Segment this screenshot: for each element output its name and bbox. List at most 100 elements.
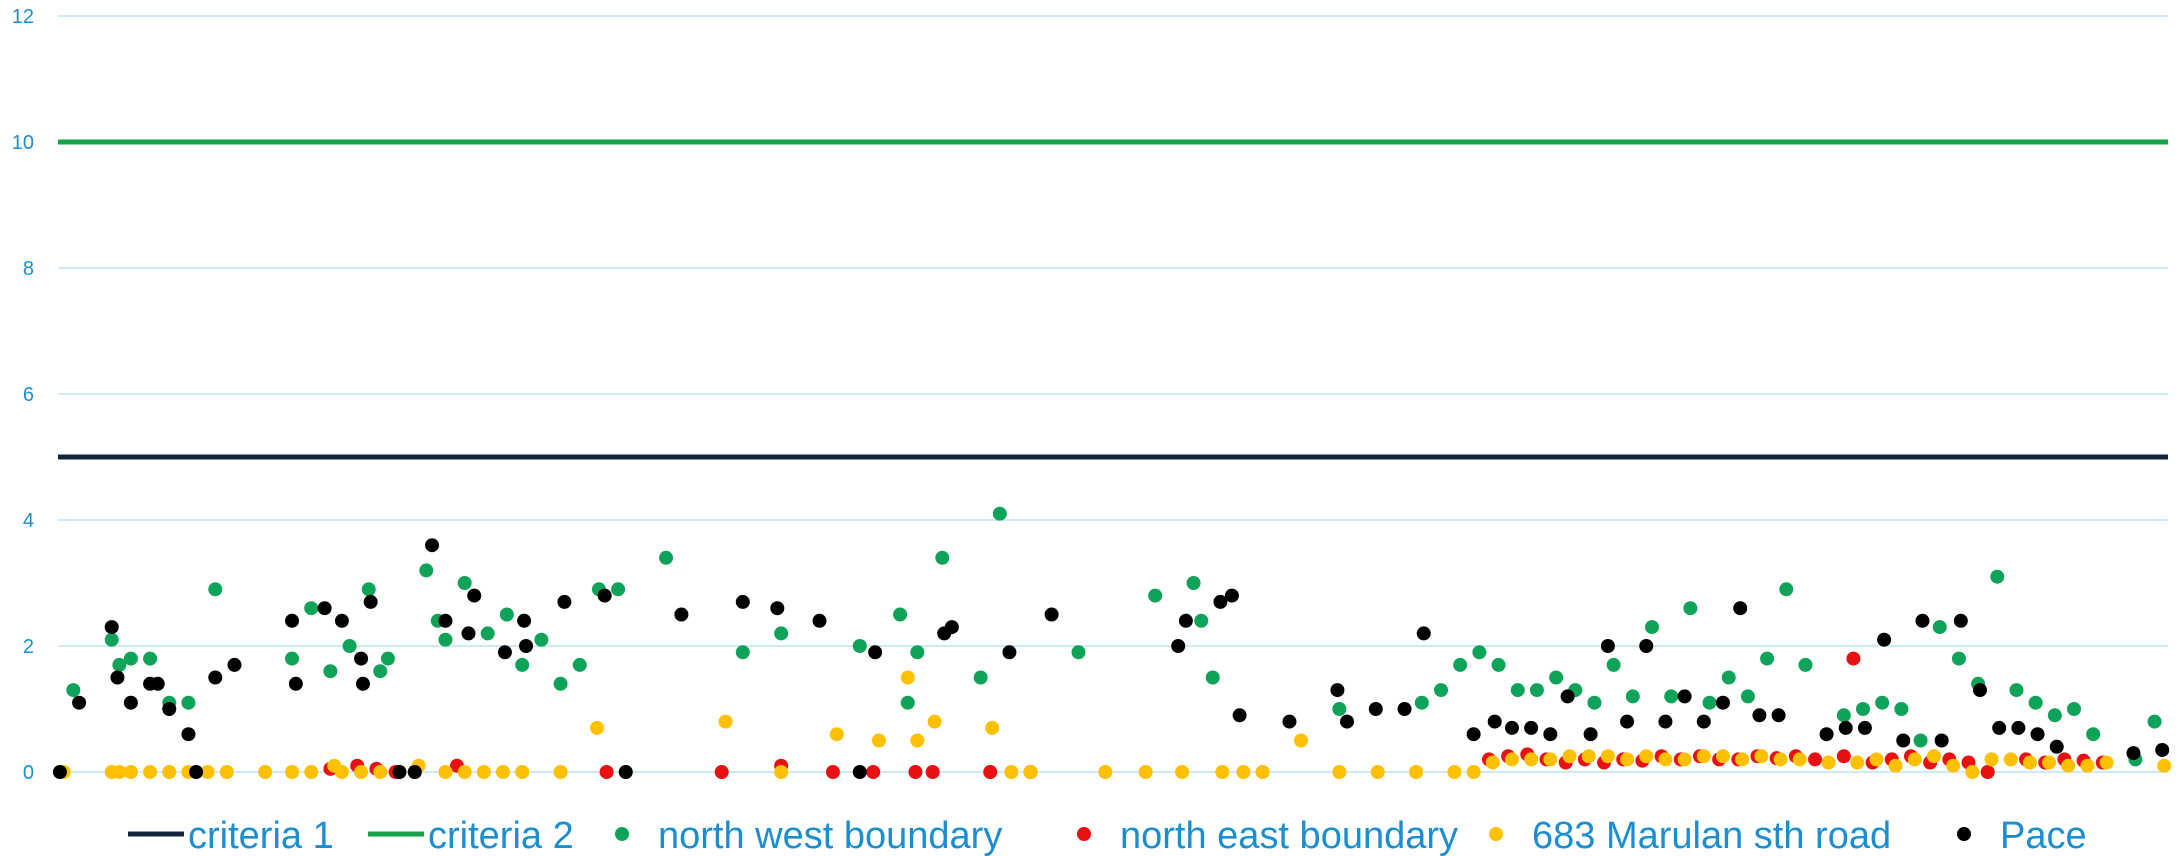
683-marulan-sth-road-point — [1792, 752, 1807, 767]
pace-point — [1044, 607, 1059, 622]
north-west-boundary-point — [659, 550, 674, 565]
north-west-boundary-point — [123, 651, 138, 666]
pace-point — [618, 765, 633, 779]
683-marulan-sth-road-point — [829, 727, 844, 742]
683-marulan-sth-road-point — [1293, 733, 1308, 748]
pace-point — [2011, 720, 2026, 735]
683-marulan-sth-road-point — [1907, 752, 1922, 767]
legend-item-criteria-1: criteria 1 — [128, 815, 334, 856]
pace-point — [1771, 708, 1786, 723]
legend-label: criteria 1 — [188, 815, 334, 856]
683-marulan-sth-road-point — [1004, 765, 1019, 779]
north-west-boundary-point — [2067, 702, 2082, 716]
north-west-boundary-point — [1990, 569, 2005, 584]
683-marulan-sth-road-point — [1409, 765, 1424, 779]
683-marulan-sth-road-point — [1620, 752, 1635, 767]
north-east-boundary-point — [925, 765, 940, 779]
683-marulan-sth-road-point — [1965, 765, 1980, 779]
pace-point — [1224, 588, 1239, 603]
pace-point — [110, 670, 125, 685]
north-west-boundary-point — [1836, 708, 1851, 723]
pace-point — [519, 639, 534, 653]
north-west-boundary-point — [1434, 683, 1449, 698]
north-east-boundary-point — [825, 765, 840, 779]
legend-marker-swatch — [615, 827, 629, 841]
pace-point — [363, 594, 378, 609]
683-marulan-sth-road-point — [200, 765, 215, 779]
north-west-boundary-point — [1798, 657, 1813, 672]
pace-point — [354, 651, 369, 666]
pace-point — [1857, 720, 1872, 735]
north-west-boundary-point — [2086, 727, 2101, 742]
north-east-boundary-point — [908, 765, 923, 779]
y-tick-label: 10 — [12, 132, 34, 154]
683-marulan-sth-road-point — [1773, 752, 1788, 767]
legend-label: 683 Marulan sth road — [1532, 815, 1891, 856]
north-west-boundary-point — [480, 626, 495, 641]
pace-point — [123, 695, 138, 710]
north-west-boundary-point — [1951, 651, 1966, 666]
y-tick-label: 6 — [23, 384, 34, 406]
pace-point — [181, 727, 196, 742]
683-marulan-sth-road-point — [1658, 752, 1673, 767]
north-west-boundary-point — [2147, 714, 2162, 729]
683-marulan-sth-road-point — [927, 714, 942, 729]
pace-point — [285, 613, 300, 628]
north-west-boundary-point — [373, 664, 388, 679]
683-marulan-sth-road-point — [304, 765, 319, 779]
north-west-boundary-point — [1894, 702, 1909, 716]
683-marulan-sth-road-point — [373, 765, 388, 779]
pace-point — [1752, 708, 1767, 723]
pace-point — [1639, 639, 1654, 653]
north-west-boundary-point — [304, 601, 319, 616]
pace-point — [2049, 739, 2064, 754]
683-marulan-sth-road-point — [1504, 752, 1519, 767]
north-east-boundary-point — [1846, 651, 1861, 666]
683-marulan-sth-road-point — [985, 720, 1000, 735]
north-west-boundary-point — [1587, 695, 1602, 710]
683-marulan-sth-road-point — [1543, 752, 1558, 767]
683-marulan-sth-road-point — [1562, 749, 1577, 764]
683-marulan-sth-road-point — [123, 765, 138, 779]
pace-point — [1819, 727, 1834, 742]
north-east-boundary-point — [599, 765, 614, 779]
683-marulan-sth-road-point — [1926, 749, 1941, 764]
north-west-boundary-point — [112, 657, 127, 672]
north-west-boundary-point — [2009, 683, 2024, 698]
legend-item-north-east-boundary: north east boundary — [1077, 815, 1458, 856]
y-axis-tick-labels: 0 2 4 6 8 10 12 — [12, 6, 34, 784]
north-west-boundary-point — [553, 676, 568, 691]
pace-point — [674, 607, 689, 622]
legend-label: north east boundary — [1120, 815, 1458, 856]
north-west-boundary-point — [1625, 689, 1640, 704]
pace-point — [72, 695, 87, 710]
north-west-boundary-point — [900, 695, 915, 710]
683-marulan-sth-road-point — [1639, 749, 1654, 764]
pace-point — [461, 626, 476, 641]
pace-point — [944, 620, 959, 635]
683-marulan-sth-road-point — [1447, 765, 1462, 779]
pace-point — [425, 538, 440, 553]
pace-point — [1543, 727, 1558, 742]
683-marulan-sth-road-point — [1466, 765, 1481, 779]
pace-point — [1992, 720, 2007, 735]
683-marulan-sth-road-point — [2003, 752, 2018, 767]
pace-point — [1397, 702, 1412, 716]
683-marulan-sth-road-point — [910, 733, 925, 748]
pace-point — [208, 670, 223, 685]
pace-point — [1487, 714, 1502, 729]
north-east-boundary-point — [1980, 765, 1995, 779]
legend-marker-swatch — [1077, 827, 1091, 841]
pace-point — [1696, 714, 1711, 729]
north-west-boundary-point — [1414, 695, 1429, 710]
pace-point — [1178, 613, 1193, 628]
683-marulan-sth-road-point — [2099, 755, 2114, 770]
pace-point — [735, 594, 750, 609]
683-marulan-sth-road-point — [1715, 749, 1730, 764]
683-marulan-sth-road-point — [1255, 765, 1270, 779]
pace-point — [1560, 689, 1575, 704]
683-marulan-sth-road-point — [1138, 765, 1153, 779]
north-west-boundary-point — [1071, 645, 1086, 660]
pace-point — [517, 613, 532, 628]
north-west-boundary-point — [1740, 689, 1755, 704]
